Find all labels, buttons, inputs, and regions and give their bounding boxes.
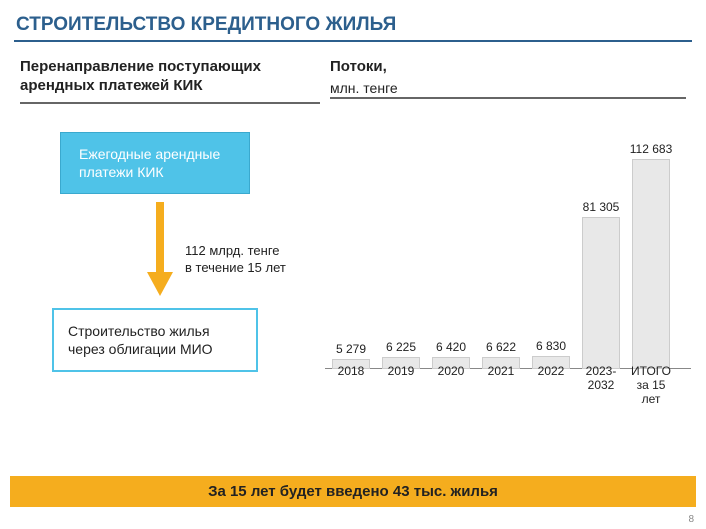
- bar-value-label: 6 622: [486, 340, 516, 354]
- chart-bars-row: 5 279 6 225 6 420 6 622 6 830 81 305 112 683: [330, 142, 672, 369]
- x-axis-label: 2021: [480, 365, 522, 406]
- x-axis-label: ИТОГОза 15лет: [630, 365, 672, 406]
- right-column: Потоки, млн. тенге 5 2796 2256 4206 6226…: [330, 58, 686, 407]
- content-area: Перенаправление поступающих арендных пла…: [0, 42, 706, 417]
- x-axis-label: 2018: [330, 365, 372, 406]
- bar-value-label: 81 305: [583, 200, 620, 214]
- footer-highlight: За 15 лет будет введено 43 тыс. жилья: [10, 476, 696, 507]
- bar-rect: [632, 159, 670, 369]
- bar-value-label: 5 279: [336, 342, 366, 356]
- left-column: Перенаправление поступающих арендных пла…: [20, 58, 320, 407]
- left-heading: Перенаправление поступающих арендных пла…: [20, 58, 320, 104]
- flows-bar-chart: 5 279 6 225 6 420 6 622 6 830 81 305 112 683 2…: [330, 127, 686, 407]
- bar-value-label: 6 225: [386, 340, 416, 354]
- x-axis-label: 2020: [430, 365, 472, 406]
- arrow-label: 112 млрд. тенгев течение 15 лет: [185, 243, 286, 277]
- arrow-down-icon: [145, 202, 175, 298]
- x-axis-label: 2023-2032: [580, 365, 622, 406]
- page-number: 8: [688, 514, 694, 525]
- flow-arrow: 112 млрд. тенгев течение 15 лет: [145, 202, 320, 298]
- chart-x-labels: 201820192020202120222023-2032ИТОГОза 15л…: [330, 365, 672, 406]
- bar-rect: [582, 217, 620, 369]
- bar-group: 112 683: [630, 142, 672, 369]
- mio-construction-box: Строительство жильячерез облигации МИО: [52, 308, 258, 372]
- x-axis-label: 2019: [380, 365, 422, 406]
- bar-value-label: 6 830: [536, 339, 566, 353]
- right-subheading: млн. тенге: [330, 80, 398, 96]
- x-axis-label: 2022: [530, 365, 572, 406]
- bar-value-label: 112 683: [630, 142, 673, 156]
- bar-group: 81 305: [580, 200, 622, 369]
- bar-value-label: 6 420: [436, 340, 466, 354]
- page-title: СТРОИТЕЛЬСТВО КРЕДИТНОГО ЖИЛЬЯ: [0, 0, 706, 40]
- kik-payments-box: Ежегодные арендныеплатежи КИК: [60, 132, 250, 194]
